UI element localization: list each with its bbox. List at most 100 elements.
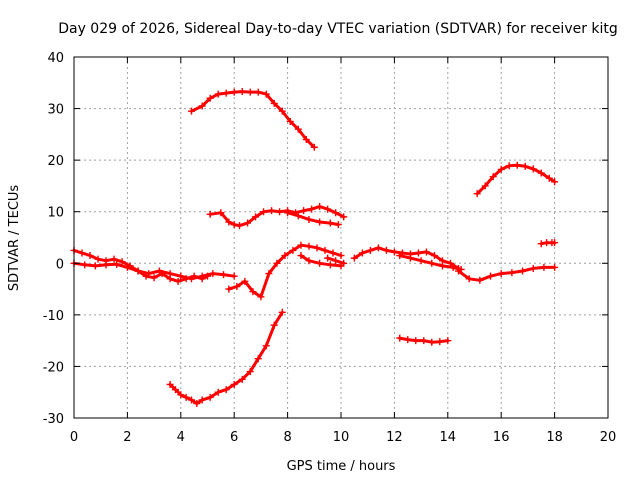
- data-point: [430, 252, 438, 260]
- data-point: [177, 272, 185, 280]
- data-point: [214, 388, 222, 396]
- series-arc-low-morning: [166, 308, 286, 408]
- data-point: [305, 215, 313, 223]
- series-arc-afternoon-low: [454, 263, 559, 284]
- data-point: [316, 203, 324, 211]
- data-point: [155, 267, 163, 275]
- data-point: [134, 267, 142, 275]
- data-point: [193, 400, 201, 408]
- data-point: [206, 94, 214, 102]
- data-point: [449, 263, 457, 271]
- data-point: [521, 162, 529, 170]
- data-point: [545, 174, 553, 182]
- data-point: [332, 209, 340, 217]
- data-point: [198, 102, 206, 110]
- data-point: [281, 252, 289, 260]
- data-point: [308, 205, 316, 213]
- data-point: [278, 107, 286, 115]
- data-point: [110, 255, 118, 263]
- x-tick-label: 20: [600, 430, 617, 445]
- data-point: [241, 277, 249, 285]
- data-point: [236, 222, 244, 230]
- data-point: [174, 277, 182, 285]
- data-point: [206, 210, 214, 218]
- data-point: [340, 259, 348, 267]
- data-point: [487, 272, 495, 280]
- data-point: [438, 262, 446, 270]
- data-point: [270, 321, 278, 329]
- series-layer: [70, 88, 559, 408]
- series-arc-mid-10b: [284, 209, 342, 229]
- data-point: [273, 259, 281, 267]
- data-point: [436, 338, 444, 346]
- data-point: [508, 269, 516, 277]
- data-point: [187, 396, 195, 404]
- data-point: [113, 260, 121, 268]
- data-point: [316, 218, 324, 226]
- series-arc-afternoon-high: [473, 161, 559, 198]
- data-point: [284, 209, 292, 217]
- data-point: [222, 386, 230, 394]
- data-point: [324, 205, 332, 213]
- data-point: [513, 161, 521, 169]
- data-point: [476, 276, 484, 284]
- data-point: [305, 257, 313, 265]
- x-tick-label: 10: [333, 430, 350, 445]
- data-point: [382, 246, 390, 254]
- data-point: [326, 261, 334, 269]
- data-point: [254, 88, 262, 96]
- data-point: [177, 391, 185, 399]
- data-point: [390, 248, 398, 256]
- data-point: [465, 275, 473, 283]
- data-point: [230, 88, 238, 96]
- series-line: [475, 163, 557, 196]
- data-point: [428, 259, 436, 267]
- tick-layer: 0 2 4 6 8 10 12 14 16 18 20 -30 -20 -10 0 10 20 30 40: [43, 51, 617, 445]
- x-tick-label: 6: [230, 430, 238, 445]
- data-point: [350, 254, 358, 262]
- data-point: [537, 240, 545, 248]
- data-point: [297, 252, 305, 260]
- data-point: [94, 255, 102, 263]
- series-arc-noon-c: [324, 254, 348, 267]
- data-point: [249, 288, 257, 296]
- x-tick-label: 0: [70, 430, 78, 445]
- data-point: [145, 270, 153, 278]
- series-arc-rise-morning: [225, 241, 345, 301]
- data-point: [198, 396, 206, 404]
- data-point: [265, 270, 273, 278]
- data-point: [481, 182, 489, 190]
- data-point: [321, 246, 329, 254]
- data-point: [329, 249, 337, 257]
- data-point: [366, 246, 374, 254]
- data-point: [294, 212, 302, 220]
- data-point: [497, 165, 505, 173]
- data-point: [414, 249, 422, 257]
- series-arc-baseline-2: [70, 259, 238, 283]
- series-arc-minus15: [396, 334, 452, 346]
- data-point: [230, 380, 238, 388]
- data-point: [246, 368, 254, 376]
- data-point: [334, 221, 342, 229]
- data-point: [257, 293, 265, 301]
- data-point: [238, 375, 246, 383]
- data-point: [78, 249, 86, 257]
- x-axis-label: GPS time / hours: [287, 459, 396, 474]
- data-point: [505, 162, 513, 170]
- data-point: [332, 257, 340, 265]
- data-point: [252, 213, 260, 221]
- x-tick-label: 18: [546, 430, 563, 445]
- data-point: [171, 386, 179, 394]
- data-point: [297, 241, 305, 249]
- data-point: [268, 207, 276, 215]
- data-point: [91, 262, 99, 270]
- data-point: [316, 259, 324, 267]
- series-line: [457, 265, 557, 282]
- data-point: [551, 263, 559, 271]
- data-point: [182, 393, 190, 401]
- data-point: [337, 252, 345, 260]
- data-point: [551, 239, 559, 247]
- data-point: [412, 337, 420, 345]
- data-point: [270, 99, 278, 107]
